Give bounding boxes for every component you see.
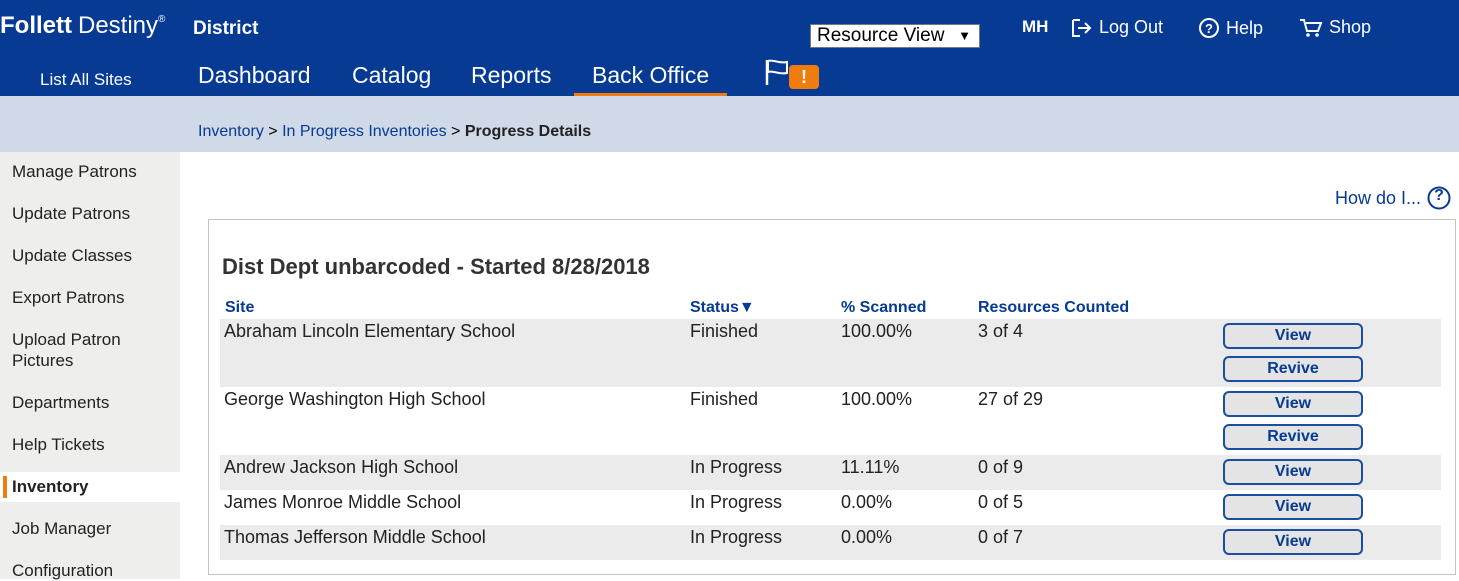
nav-back-office[interactable]: Back Office <box>573 62 728 97</box>
view-button[interactable]: View <box>1223 494 1363 520</box>
sidebar-item-help-tickets[interactable]: Help Tickets <box>12 435 105 454</box>
sidebar-item-configuration[interactable]: Configuration <box>12 561 114 580</box>
column-header-resources-counted[interactable]: Resources Counted <box>978 299 1130 316</box>
status-value: In Progress <box>690 527 783 547</box>
scanned-value: 100.00% <box>841 389 913 409</box>
context-label: District <box>193 18 259 39</box>
column-header-status[interactable]: Status▼ <box>690 299 755 317</box>
status-value: Finished <box>690 389 759 409</box>
revive-button[interactable]: Revive <box>1223 356 1363 382</box>
sidebar-item-job-manager[interactable]: Job Manager <box>12 519 112 538</box>
sidebar-item-upload-patron-pictures[interactable]: Upload Patron Pictures <box>12 329 121 371</box>
site-name: Abraham Lincoln Elementary School <box>224 321 516 341</box>
revive-button[interactable]: Revive <box>1223 424 1363 450</box>
site-name: Andrew Jackson High School <box>224 457 459 477</box>
breadcrumb-separator: > <box>451 123 461 140</box>
sidebar-item-export-patrons[interactable]: Export Patrons <box>12 288 125 307</box>
logo-registered-mark: ® <box>158 14 166 25</box>
inventory-panel <box>208 219 1456 575</box>
sidebar-item-update-classes[interactable]: Update Classes <box>12 246 133 265</box>
scanned-value: 100.00% <box>841 321 913 341</box>
sidebar <box>0 152 180 579</box>
help-icon-glyph: ? <box>1434 187 1444 204</box>
shop-label: Shop <box>1329 17 1372 37</box>
scanned-value: 11.11% <box>841 457 900 477</box>
nav-catalog[interactable]: Catalog <box>352 62 432 88</box>
help-circle-icon: ? <box>1427 186 1451 210</box>
status-value: Finished <box>690 321 759 341</box>
sidebar-active-marker <box>0 472 180 502</box>
dropdown-arrow-icon: ▼ <box>958 28 971 43</box>
alert-badge[interactable]: ! <box>789 65 819 89</box>
help-label: Help <box>1226 17 1264 38</box>
how-do-i-label: How do I... <box>1335 187 1422 208</box>
counted-value: 0 of 5 <box>978 492 1024 512</box>
logout-label: Log Out <box>1099 17 1164 37</box>
logout-icon <box>1071 18 1093 38</box>
help-circle-icon: ? <box>1198 17 1220 39</box>
breadcrumb-bar <box>0 96 1459 152</box>
logout-link[interactable]: Log Out <box>1071 17 1163 38</box>
breadcrumb-in-progress-inventories[interactable]: In Progress Inventories <box>282 123 447 140</box>
site-name: James Monroe Middle School <box>224 492 462 512</box>
sidebar-item-inventory[interactable]: Inventory <box>12 477 89 496</box>
nav-reports[interactable]: Reports <box>471 62 552 88</box>
site-name: Thomas Jefferson Middle School <box>224 527 486 547</box>
breadcrumb: Inventory > In Progress Inventories > Pr… <box>198 123 591 141</box>
scanned-value: 0.00% <box>841 492 893 512</box>
column-header-site[interactable]: Site <box>225 299 255 316</box>
follett-destiny-logo[interactable]: Follett Destiny® <box>0 12 165 40</box>
inventory-title: Dist Dept unbarcoded - Started 8/28/2018 <box>222 254 650 279</box>
counted-value: 0 of 7 <box>978 527 1024 547</box>
nav-dashboard[interactable]: Dashboard <box>198 62 311 88</box>
view-button[interactable]: View <box>1223 459 1363 485</box>
sidebar-item-label: Pictures <box>12 351 74 370</box>
counted-value: 3 of 4 <box>978 321 1024 341</box>
sidebar-item-departments[interactable]: Departments <box>12 393 110 412</box>
breadcrumb-current: Progress Details <box>464 123 592 140</box>
counted-value: 27 of 29 <box>978 389 1044 409</box>
logo-product: Destiny <box>78 12 159 39</box>
site-name: George Washington High School <box>224 389 486 409</box>
sidebar-item-update-patrons[interactable]: Update Patrons <box>12 204 131 223</box>
how-do-i-link[interactable]: How do I... ? <box>1335 186 1451 210</box>
sort-descending-icon: ▼ <box>738 299 755 316</box>
sidebar-item-manage-patrons[interactable]: Manage Patrons <box>12 162 137 181</box>
svg-text:?: ? <box>1205 21 1213 36</box>
resource-view-select[interactable]: Resource View ▼ <box>810 24 980 48</box>
status-value: In Progress <box>690 457 783 477</box>
flag-icon[interactable] <box>764 58 790 91</box>
sidebar-item-label: Upload Patron <box>12 330 121 349</box>
column-header-status-label: Status <box>690 299 739 316</box>
logo-brand: Follett <box>0 12 72 39</box>
breadcrumb-separator: > <box>268 123 278 140</box>
status-value: In Progress <box>690 492 783 512</box>
top-bar: Follett Destiny® District Resource View ▼… <box>0 0 1459 97</box>
view-button[interactable]: View <box>1223 391 1363 417</box>
view-button[interactable]: View <box>1223 529 1363 555</box>
column-header-scanned[interactable]: % Scanned <box>841 299 927 316</box>
counted-value: 0 of 9 <box>978 457 1024 477</box>
help-link[interactable]: ? Help <box>1198 17 1263 39</box>
user-initials[interactable]: MH <box>1022 17 1049 36</box>
breadcrumb-inventory[interactable]: Inventory <box>198 123 264 140</box>
list-all-sites-link[interactable]: List All Sites <box>40 70 132 89</box>
scanned-value: 0.00% <box>841 527 893 547</box>
view-button[interactable]: View <box>1223 323 1363 349</box>
resource-view-value: Resource View <box>817 25 945 46</box>
shop-link[interactable]: Shop <box>1299 17 1371 38</box>
cart-icon <box>1299 18 1323 38</box>
